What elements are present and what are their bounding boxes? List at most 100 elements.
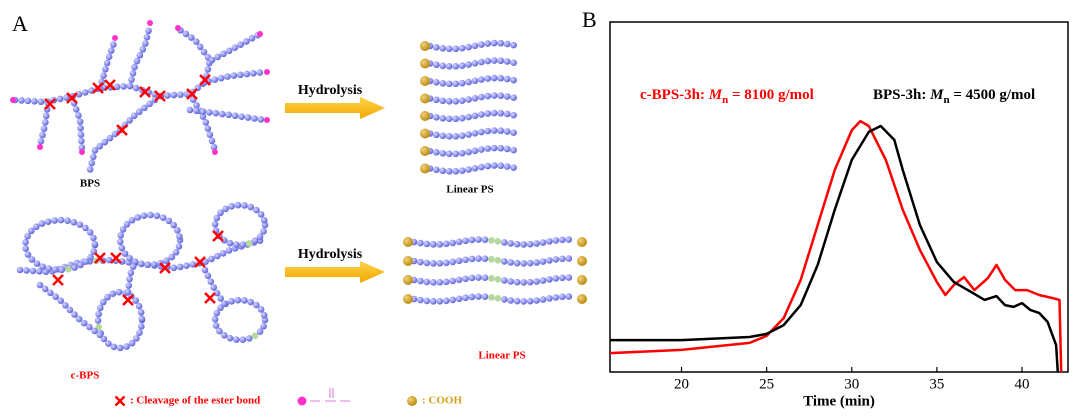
- bead: [520, 279, 527, 286]
- x-tick-label: 35: [929, 376, 944, 392]
- bead: [222, 205, 229, 213]
- bead: [439, 97, 447, 105]
- bead: [503, 93, 511, 100]
- cleavage-mark: [114, 395, 126, 407]
- bead: [490, 109, 498, 117]
- cooh-end: [420, 41, 430, 51]
- bead: [510, 146, 517, 154]
- bead: [126, 82, 134, 90]
- bead: [455, 238, 463, 246]
- bead: [142, 40, 149, 47]
- bead: [462, 275, 469, 283]
- bead: [423, 259, 431, 267]
- bead: [168, 253, 176, 261]
- bead: [214, 252, 221, 260]
- cooh-end: [577, 256, 587, 266]
- bead: [72, 105, 80, 113]
- bead: [526, 297, 534, 305]
- bead: [75, 315, 83, 323]
- bead: [423, 278, 431, 286]
- cooh-end: [420, 111, 430, 121]
- bead: [24, 97, 32, 105]
- bead: [478, 111, 485, 118]
- cooh-end: [577, 294, 587, 304]
- bead: [257, 306, 265, 313]
- annotation-part: n: [943, 94, 949, 106]
- bead: [110, 41, 117, 48]
- bead: [238, 113, 245, 120]
- bead: [417, 258, 424, 266]
- bead: [458, 79, 466, 87]
- bead: [257, 116, 265, 123]
- bead: [468, 236, 476, 244]
- bead: [468, 293, 476, 301]
- cooh-end: [577, 275, 587, 285]
- annotation-part: M: [708, 87, 723, 103]
- bead: [484, 75, 492, 82]
- ester-end: [264, 117, 270, 123]
- bead: [138, 323, 145, 330]
- bead: [471, 59, 479, 67]
- bead: [513, 240, 521, 248]
- bead: [465, 131, 472, 138]
- cleavage-mark: [186, 88, 198, 100]
- bead: [208, 137, 216, 145]
- bead: [484, 92, 492, 100]
- bead: [164, 92, 171, 99]
- bead: [37, 98, 45, 106]
- bead: [445, 115, 453, 123]
- bead: [423, 297, 431, 305]
- bead: [86, 323, 93, 331]
- cooh-end: [420, 128, 430, 139]
- bead: [91, 240, 99, 248]
- bead: [176, 233, 183, 240]
- bead: [490, 162, 498, 169]
- bead: [75, 90, 83, 98]
- bead: [497, 127, 505, 135]
- bead: [63, 94, 70, 101]
- bead: [186, 106, 194, 114]
- bead: [62, 302, 69, 309]
- bead: [468, 255, 476, 263]
- bead: [81, 89, 89, 96]
- bead: [230, 72, 238, 79]
- bead: [201, 266, 209, 274]
- bead: [22, 238, 29, 246]
- schematic: [10, 20, 587, 407]
- bead: [174, 227, 181, 234]
- bead: [188, 34, 195, 41]
- bead: [207, 278, 215, 285]
- bead: [507, 297, 515, 304]
- bead: [510, 111, 517, 119]
- bead: [433, 43, 440, 51]
- bead: [102, 65, 109, 73]
- bead: [245, 335, 253, 342]
- bead: [452, 98, 460, 105]
- bead: [56, 95, 64, 103]
- bead: [204, 272, 212, 280]
- bead: [478, 146, 485, 153]
- bead: [510, 164, 517, 171]
- bead: [98, 78, 106, 86]
- bead: [494, 257, 502, 264]
- bead: [243, 70, 251, 78]
- bead: [120, 83, 127, 90]
- annotation: BPS-3h: Mn = 4500 g/mol: [873, 87, 1035, 105]
- x-axis-label: Time (min): [803, 393, 875, 409]
- bead: [497, 39, 505, 47]
- bead: [208, 255, 215, 263]
- bead: [204, 66, 212, 73]
- structure-label: BPS: [80, 178, 100, 190]
- bead: [257, 211, 265, 218]
- arrow-label: Hydrolysis: [298, 247, 363, 262]
- bead: [417, 277, 424, 285]
- bead: [104, 293, 111, 301]
- bead: [500, 277, 508, 284]
- bead: [475, 274, 482, 281]
- bead: [38, 220, 46, 227]
- bead: [462, 294, 469, 302]
- bead: [465, 43, 472, 51]
- bead: [430, 260, 437, 267]
- bead: [109, 290, 117, 298]
- bead: [430, 279, 437, 286]
